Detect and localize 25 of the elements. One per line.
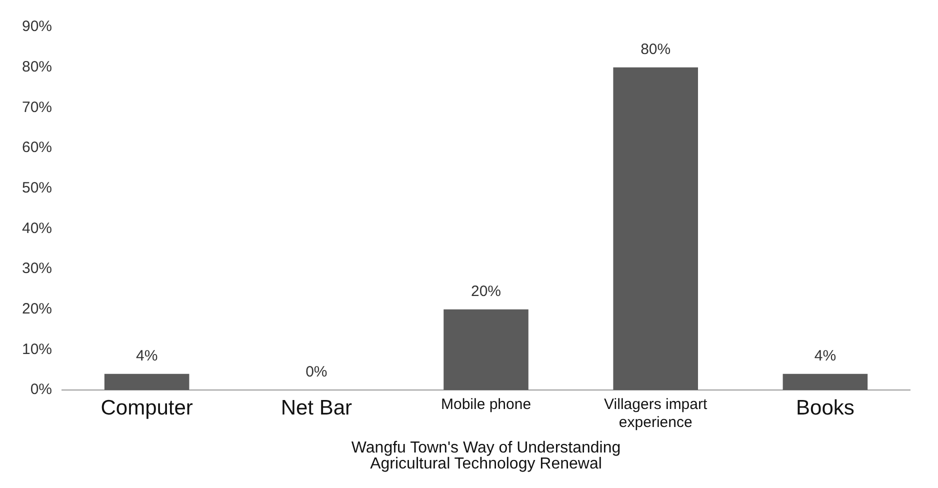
bar (613, 67, 698, 390)
bar (104, 374, 190, 390)
bar (444, 309, 528, 390)
y-tick-label: 30% (22, 260, 52, 278)
data-label: 4% (814, 348, 836, 365)
data-label: 0% (306, 364, 328, 381)
y-tick-label: 40% (22, 220, 52, 237)
bar (782, 374, 868, 390)
data-label: 4% (136, 348, 158, 365)
y-tick-label: 20% (22, 300, 52, 318)
data-label: 20% (470, 282, 502, 300)
x-tick-label: Books (796, 396, 854, 420)
y-tick-label: 0% (30, 381, 52, 398)
x-tick-label: Mobile phone (440, 396, 532, 414)
y-tick-label: 50% (22, 179, 52, 196)
x-axis-title: Wangfu Town's Way of Understanding Agricultural Technology Renewal (351, 439, 621, 472)
y-tick-label: 70% (22, 98, 52, 116)
x-tick-label: Villagers impart experience (604, 396, 708, 432)
y-tick-label: 90% (22, 18, 52, 36)
y-tick-label: 60% (22, 139, 52, 156)
data-label: 80% (640, 40, 671, 58)
y-tick-label: 10% (22, 340, 52, 358)
y-tick-label: 80% (22, 58, 52, 76)
x-tick-label: Net Bar (280, 396, 352, 420)
x-tick-label: Computer (100, 396, 193, 420)
